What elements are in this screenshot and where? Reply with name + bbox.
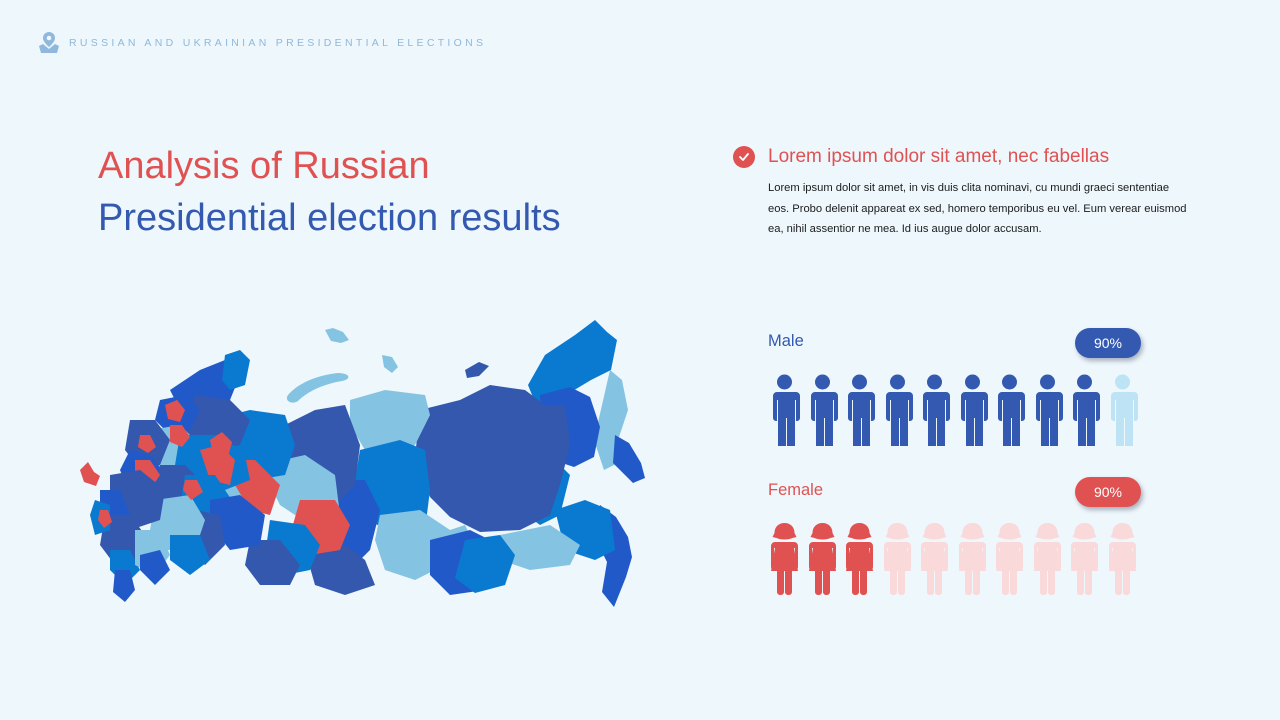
header: RUSSIAN AND UKRAINIAN PRESIDENTIAL ELECT…	[38, 31, 486, 55]
female-person-icon	[846, 523, 873, 595]
check-circle-icon	[733, 146, 755, 168]
russia-regions-map	[80, 320, 645, 607]
map-pin-hand-icon	[39, 32, 59, 53]
female-person-icon	[996, 523, 1023, 595]
male-person-icon	[1035, 374, 1063, 446]
male-person-icon	[1110, 374, 1138, 446]
female-person-icon	[921, 523, 948, 595]
info-subtitle: Lorem ipsum dolor sit amet, nec fabellas	[768, 146, 1110, 167]
female-person-icon	[958, 523, 986, 595]
info-block: Lorem ipsum dolor sit amet, nec fabellas…	[733, 146, 1203, 240]
female-person-icon	[808, 523, 836, 595]
info-body: Lorem ipsum dolor sit amet, in vis duis …	[768, 182, 1187, 235]
male-person-icon	[960, 374, 988, 446]
page-title-line-1: Analysis of Russian	[98, 145, 430, 187]
male-person-icon	[773, 374, 800, 446]
page-title-line-2: Presidential election results	[98, 197, 561, 239]
female-person-icon	[1071, 523, 1098, 595]
female-pictogram	[769, 523, 1138, 595]
male-person-icon	[923, 374, 950, 446]
male-person-icon	[810, 374, 838, 446]
female-person-icon	[1033, 523, 1061, 595]
male-label: Male	[768, 332, 804, 350]
female-person-icon	[771, 523, 798, 595]
male-person-icon	[848, 374, 875, 446]
male-percent-badge: 90%	[1075, 328, 1141, 358]
presentation-title: RUSSIAN AND UKRAINIAN PRESIDENTIAL ELECT…	[69, 37, 487, 49]
female-label: Female	[768, 481, 824, 499]
female-person-icon	[883, 523, 911, 595]
male-person-icon	[885, 374, 913, 446]
male-person-icon	[1073, 374, 1100, 446]
page-title: Analysis of Russian Presidential electio…	[98, 140, 561, 244]
female-person-icon	[1108, 523, 1136, 595]
male-person-icon	[998, 374, 1025, 446]
female-percent-badge: 90%	[1075, 477, 1141, 507]
male-pictogram	[769, 374, 1138, 446]
